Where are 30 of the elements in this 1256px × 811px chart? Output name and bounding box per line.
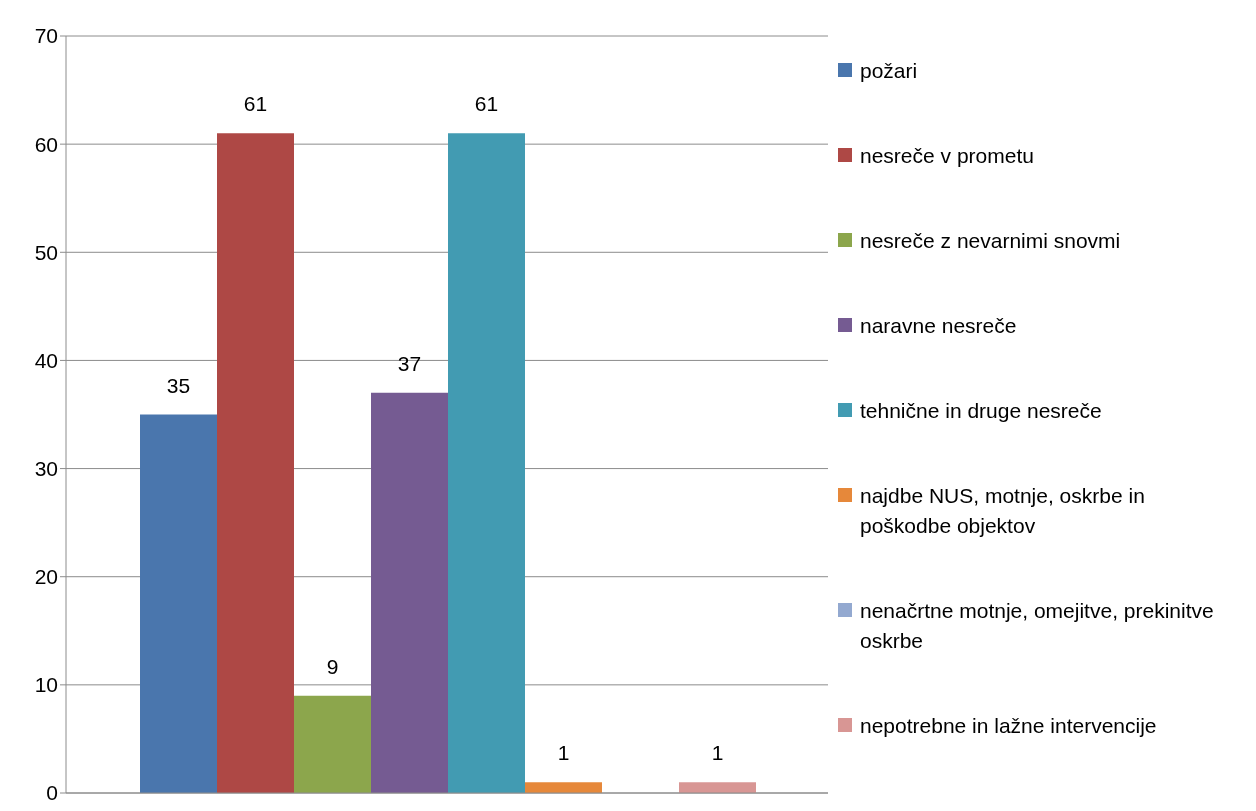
data-label: 37 [397,351,422,375]
y-tick-label: 60 [34,132,58,156]
legend-label: naravne nesreče [860,312,1017,339]
bar [525,782,602,793]
legend-label: nesreče v prometu [860,142,1034,169]
legend-label: tehnične in druge nesreče [860,397,1102,424]
y-tick-label: 10 [34,673,58,697]
legend-label: požari [860,57,918,84]
legend-label: nesreče z nevarnimi snovmi [860,227,1121,254]
y-tick-label: 50 [34,240,58,264]
bar [294,695,371,793]
bar [371,392,448,793]
y-tick-label: 20 [34,565,58,589]
legend-label: najdbe NUS, motnje, oskrbe in poškodbe objektov [860,482,1146,539]
bar [448,133,525,793]
bar [140,414,217,793]
data-label: 1 [711,741,724,765]
data-label: 35 [166,373,191,397]
y-tick-label: 30 [34,457,58,481]
bar [217,133,294,793]
y-tick-label: 40 [34,348,58,372]
data-label: 61 [243,92,268,116]
legend-label: nenačrtne motnje, omejitve, prekinitve oskrbe [860,597,1215,654]
legend-label: nepotrebne in lažne intervencije [860,712,1157,739]
data-label: 9 [326,654,339,678]
data-label: 1 [557,741,570,765]
y-tick-label: 0 [46,781,58,805]
data-label: 61 [474,92,499,116]
y-tick-label: 70 [34,24,58,48]
bar [679,782,756,793]
